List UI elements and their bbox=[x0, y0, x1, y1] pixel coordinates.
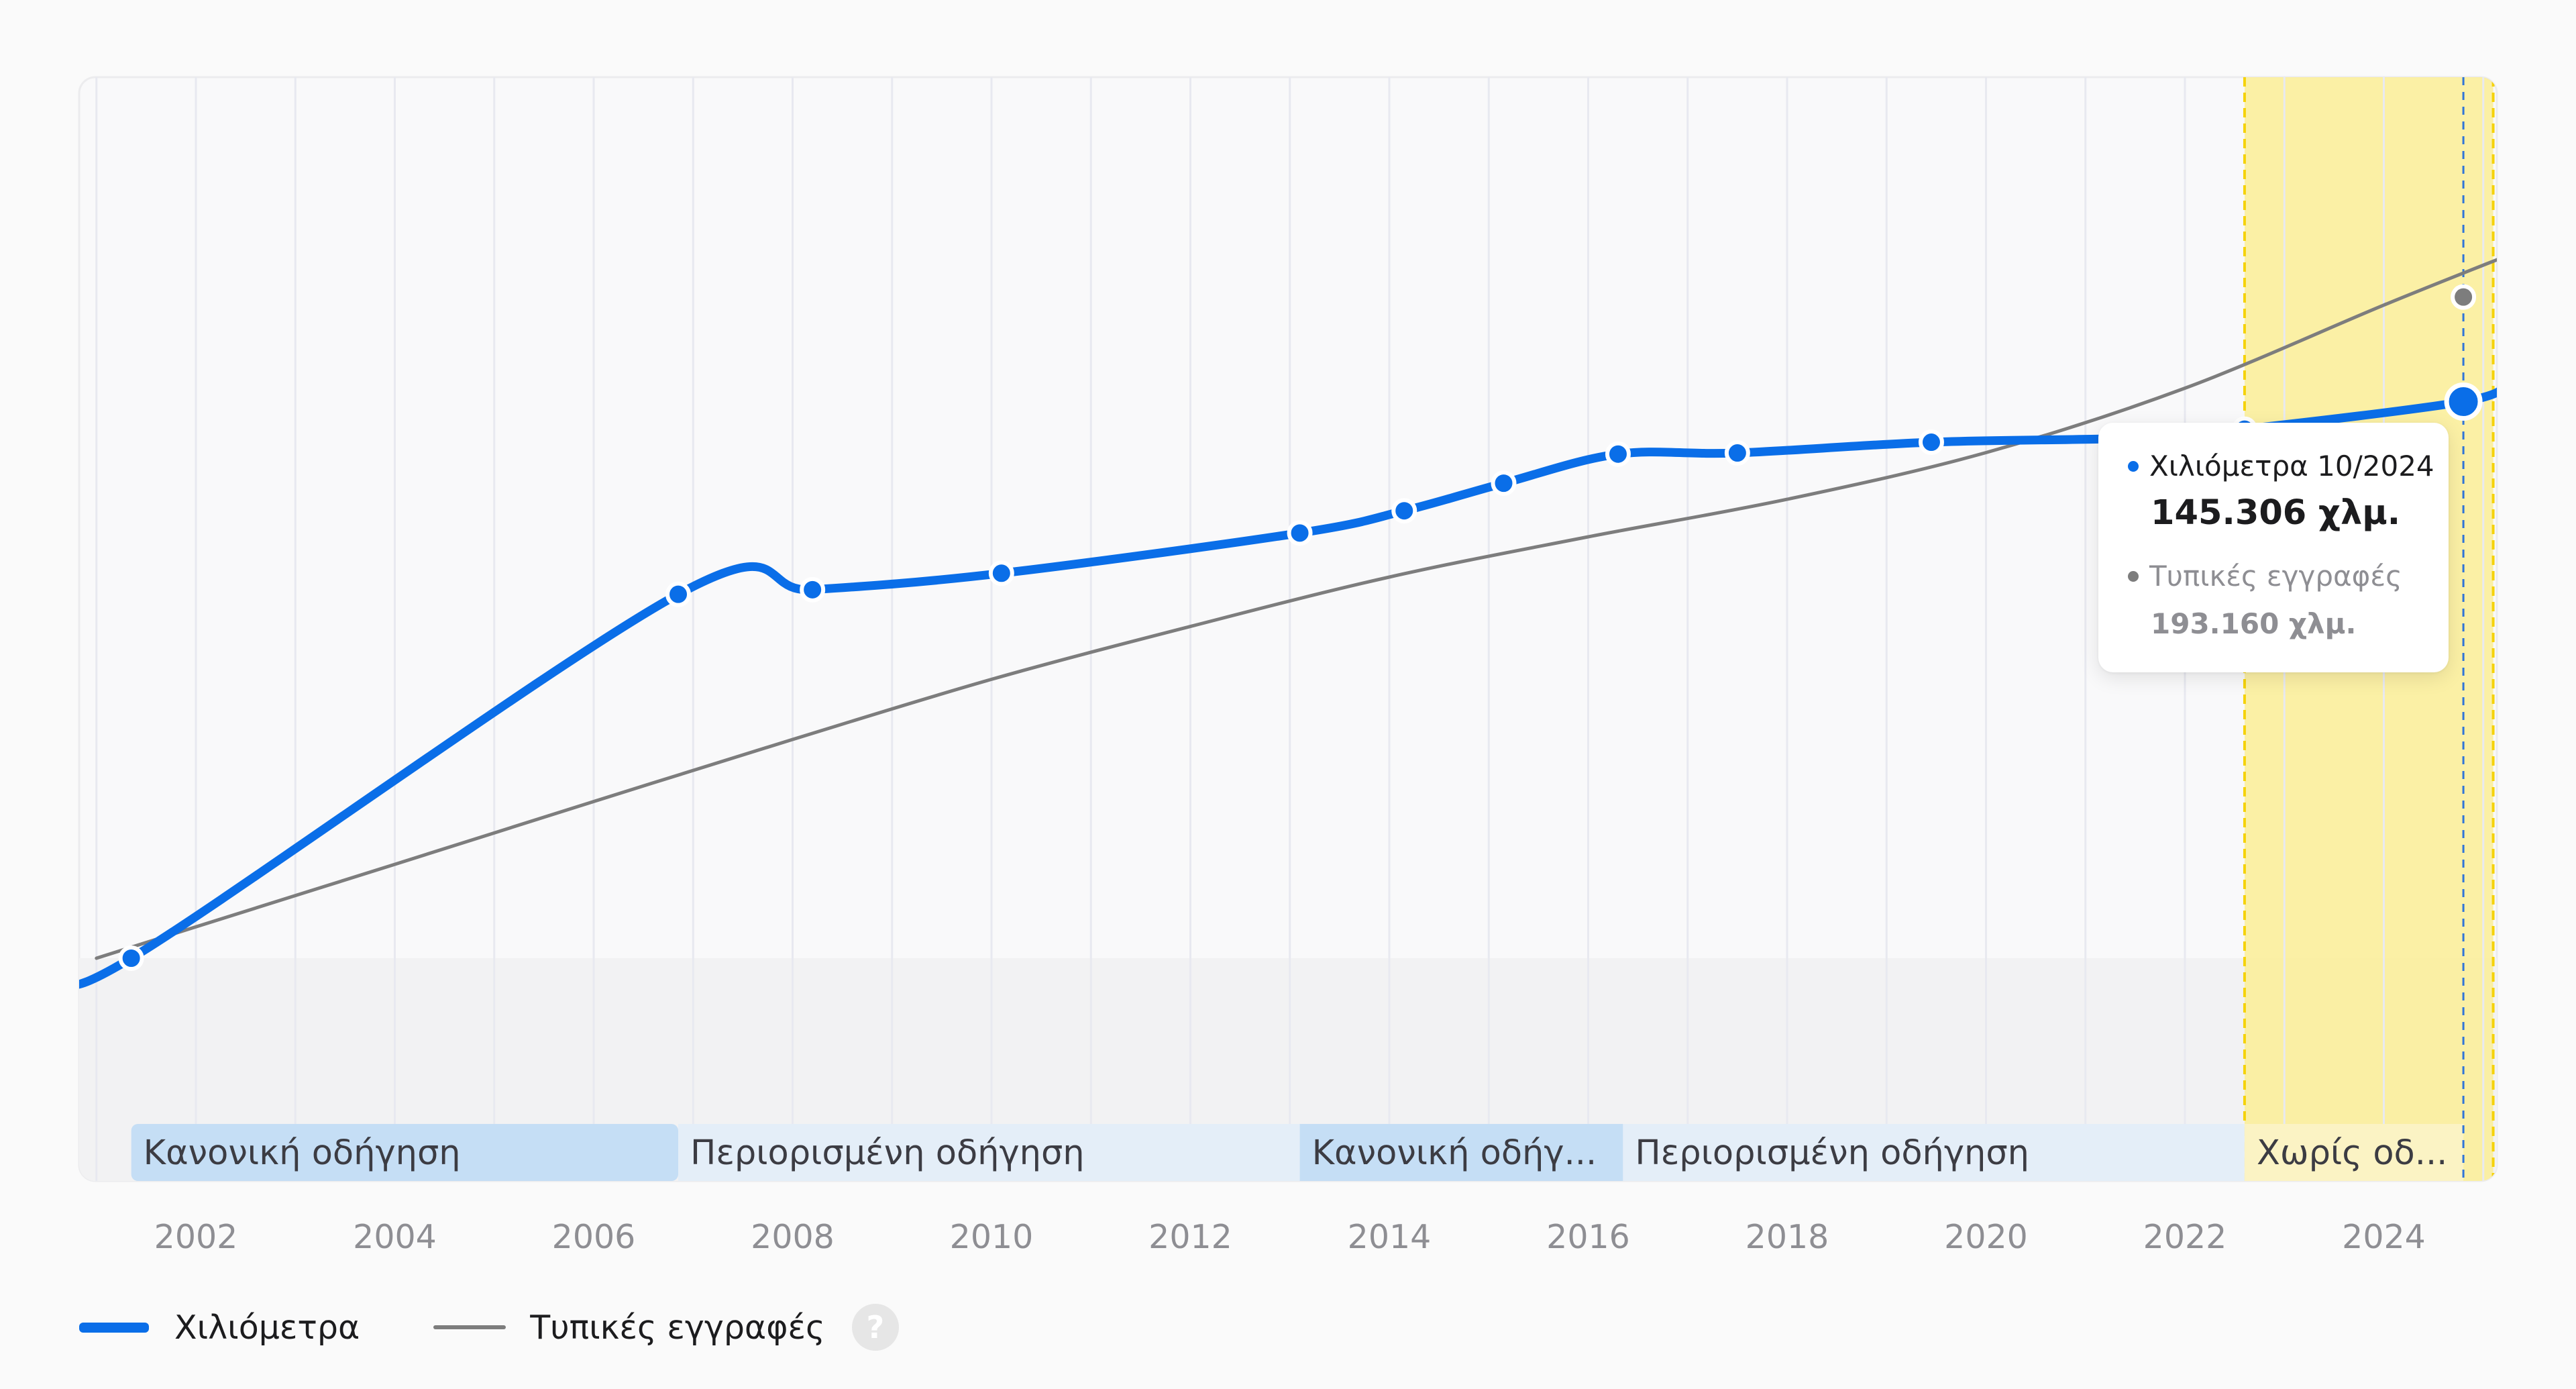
tooltip-primary-value: 145.306 χλμ. bbox=[2151, 493, 2401, 533]
period-label: Κανονική οδήγηση bbox=[144, 1133, 461, 1173]
period-label: Χωρίς οδ... bbox=[2257, 1133, 2447, 1173]
x-tick-label: 2004 bbox=[353, 1218, 437, 1256]
period-segment bbox=[2244, 1124, 2464, 1181]
mileage-point-active[interactable] bbox=[2444, 382, 2483, 421]
period-label: Κανονική οδήγ... bbox=[1312, 1133, 1597, 1173]
x-tick-label: 2014 bbox=[1348, 1218, 1432, 1256]
mileage-point[interactable] bbox=[1724, 440, 1750, 466]
mileage-point[interactable] bbox=[988, 560, 1014, 586]
tooltip-secondary-label: Τυπικές εγγραφές bbox=[2149, 560, 2402, 593]
legend-series1-label[interactable]: Χιλιόμετρα bbox=[174, 1308, 360, 1347]
legend-series2-swatch bbox=[433, 1325, 506, 1329]
mileage-point[interactable] bbox=[1391, 498, 1417, 524]
period-segment bbox=[678, 1124, 1300, 1181]
mileage-point[interactable] bbox=[1918, 429, 1944, 456]
mileage-point[interactable] bbox=[800, 576, 826, 603]
legend-series1-swatch bbox=[79, 1322, 149, 1333]
period-segment bbox=[131, 1124, 679, 1181]
x-tick-label: 2020 bbox=[1944, 1218, 2028, 1256]
period-segment bbox=[1299, 1124, 1623, 1181]
legend: Χιλιόμετρα Τυπικές εγγραφές ? bbox=[79, 1304, 899, 1351]
typical-point-active[interactable] bbox=[2451, 284, 2477, 310]
series-typical-line bbox=[95, 252, 2497, 960]
mileage-point[interactable] bbox=[665, 581, 692, 607]
x-tick-label: 2024 bbox=[2342, 1218, 2426, 1256]
tooltip-series1-dot bbox=[2128, 460, 2139, 472]
tooltip-series2-dot bbox=[2128, 570, 2139, 582]
x-tick-label: 2006 bbox=[552, 1218, 636, 1256]
period-label: Περιορισμένη οδήγηση bbox=[1635, 1133, 2029, 1173]
x-tick-label: 2010 bbox=[950, 1218, 1034, 1256]
tooltip-primary-label: Χιλιόμετρα 10/2024 bbox=[2149, 450, 2434, 482]
mileage-point[interactable] bbox=[1605, 441, 1631, 467]
period-segment bbox=[1623, 1124, 2245, 1181]
x-tick-label: 2018 bbox=[1746, 1218, 1829, 1256]
period-label: Περιορισμένη οδήγηση bbox=[690, 1133, 1085, 1173]
x-tick-label: 2012 bbox=[1148, 1218, 1232, 1256]
tooltip-secondary-value: 193.160 χλμ. bbox=[2151, 607, 2357, 640]
tooltip: Χιλιόμετρα 10/2024 145.306 χλμ. Τυπικές … bbox=[2098, 423, 2449, 672]
x-tick-label: 2016 bbox=[1546, 1218, 1630, 1256]
legend-series2-label[interactable]: Τυπικές εγγραφές bbox=[530, 1308, 825, 1347]
mileage-point[interactable] bbox=[1287, 520, 1313, 546]
x-tick-label: 2008 bbox=[751, 1218, 835, 1256]
mileage-point[interactable] bbox=[118, 945, 144, 971]
x-tick-label: 2002 bbox=[154, 1218, 238, 1256]
x-tick-label: 2022 bbox=[2143, 1218, 2227, 1256]
mileage-point[interactable] bbox=[1491, 470, 1517, 497]
help-icon[interactable]: ? bbox=[851, 1304, 899, 1351]
